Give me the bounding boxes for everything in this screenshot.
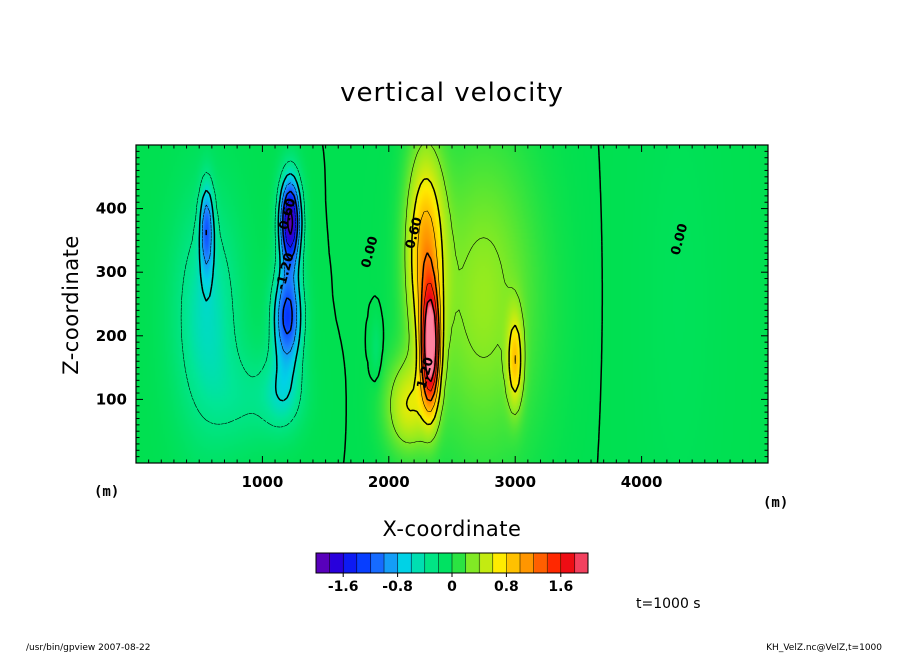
contour-level [205,190,299,335]
heatmap-field [136,145,768,463]
contour-level [198,172,303,402]
contour-level [423,298,437,383]
footer-right: KH_VelZ.nc@VelZ,t=1000 [766,643,882,653]
colorbar-tick-label: 1.6 [548,579,573,595]
colorbar-frame [315,552,589,574]
y-unit: (m) [94,484,119,500]
y-tick-label: 400 [96,200,127,218]
y-axis-label: Z-coordinate [59,235,83,375]
colorbar: -1.6 -0.8 0 0.8 1.6 [315,552,589,595]
contour-level [202,182,300,355]
contour-level [321,145,604,463]
y-tick-label: 100 [96,390,127,408]
colorbar-tick-label: 0.8 [494,579,519,595]
contour-level [284,199,296,248]
x-tick-label: 2000 [368,473,410,491]
contour-lines [180,145,604,463]
colorbar-ticks: -1.6 -0.8 0 0.8 1.6 [328,553,575,595]
contour-level [390,145,526,444]
chart-title: vertical velocity [340,78,564,108]
footer-left: /usr/bin/gpview 2007-08-22 [26,643,150,653]
contour-level [287,210,294,235]
y-tick-label: 300 [96,263,127,281]
colorbar-tick-label: -1.6 [328,579,359,595]
contour-level [417,210,516,412]
contour-level [420,252,440,402]
x-axis-label: X-coordinate [383,517,522,541]
x-tick-label: 1000 [242,473,284,491]
x-tick-label: 3000 [494,473,536,491]
x-unit: (m) [763,495,788,511]
y-ticks: 100 200 300 400 [96,144,768,458]
contour-level [180,160,306,428]
colorbar-tick-label: -0.8 [382,579,413,595]
contour-level [405,177,522,426]
colorbar-tick-label: 0 [447,579,457,595]
plot-area: 0.60-1.20 0.000.601.200.00 1000 2000 3000 40… [96,144,769,491]
x-tick-label: 4000 [621,473,663,491]
time-label: t=1000 s [636,596,701,612]
contour-level [422,283,438,392]
x-ticks: 1000 2000 3000 4000 [135,145,769,491]
y-tick-label: 200 [96,327,127,345]
